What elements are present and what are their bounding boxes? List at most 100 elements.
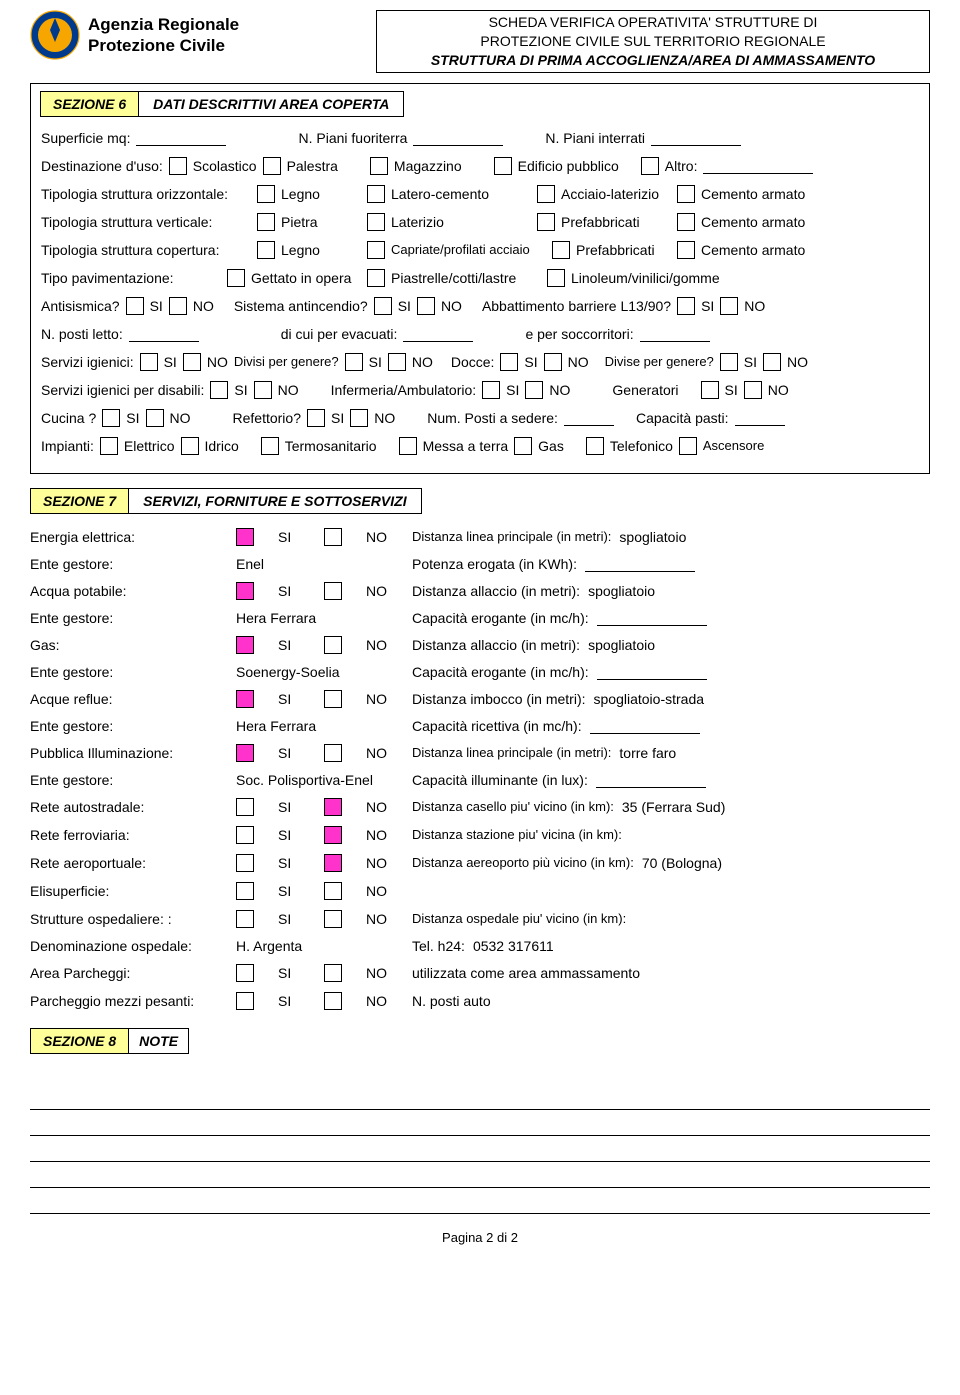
sec7-checkbox-si[interactable] <box>236 992 254 1010</box>
checkbox-altro[interactable] <box>641 157 659 175</box>
field-superficie[interactable] <box>136 130 226 146</box>
checkbox-palestra[interactable] <box>263 157 281 175</box>
sec7-checkbox-si[interactable] <box>236 964 254 982</box>
checkbox-oriz-acciaio[interactable] <box>537 185 555 203</box>
checkbox-vert-prefab[interactable] <box>537 213 555 231</box>
checkbox-divisi-no[interactable] <box>388 353 406 371</box>
sec7-checkbox-no[interactable] <box>324 964 342 982</box>
checkbox-refet-no[interactable] <box>350 409 368 427</box>
sec7-checkbox-no[interactable] <box>324 528 342 546</box>
sec7-checkbox-no[interactable] <box>324 582 342 600</box>
field-posti-letto[interactable] <box>129 326 199 342</box>
checkbox-divise-si[interactable] <box>720 353 738 371</box>
sec7-right-field[interactable] <box>597 664 707 680</box>
checkbox-cucina-si[interactable] <box>102 409 120 427</box>
checkbox-divisi-si[interactable] <box>345 353 363 371</box>
checkbox-vert-laterizio[interactable] <box>367 213 385 231</box>
checkbox-servig-no[interactable] <box>183 353 201 371</box>
checkbox-antinc-si[interactable] <box>374 297 392 315</box>
checkbox-vert-cemento[interactable] <box>677 213 695 231</box>
note-line[interactable] <box>30 1136 930 1162</box>
field-posti-sedere[interactable] <box>564 410 614 426</box>
checkbox-cop-capriate[interactable] <box>367 241 385 259</box>
sec7-checkbox-si[interactable] <box>236 882 254 900</box>
note-line[interactable] <box>30 1110 930 1136</box>
checkbox-servig-si[interactable] <box>140 353 158 371</box>
field-altro[interactable] <box>703 158 813 174</box>
document-title: SCHEDA VERIFICA OPERATIVITA' STRUTTURE D… <box>376 10 930 73</box>
label-si: SI <box>331 407 344 429</box>
checkbox-impianti-termo[interactable] <box>261 437 279 455</box>
checkbox-gen-si[interactable] <box>701 381 719 399</box>
sec7-checkbox-no[interactable] <box>324 854 342 872</box>
sec7-checkbox-si[interactable] <box>236 744 254 762</box>
checkbox-impianti-tel[interactable] <box>586 437 604 455</box>
checkbox-pav-piastrelle[interactable] <box>367 269 385 287</box>
sec7-right-field[interactable] <box>597 610 707 626</box>
title-line3: STRUTTURA DI PRIMA ACCOGLIENZA/AREA DI A… <box>387 51 919 70</box>
checkbox-cop-legno[interactable] <box>257 241 275 259</box>
checkbox-antisismica-si[interactable] <box>126 297 144 315</box>
checkbox-cop-prefab[interactable] <box>552 241 570 259</box>
sec7-checkbox-si[interactable] <box>236 528 254 546</box>
field-cap-pasti[interactable] <box>735 410 785 426</box>
sec7-checkbox-no[interactable] <box>324 744 342 762</box>
checkbox-impianti-messa[interactable] <box>399 437 417 455</box>
checkbox-oriz-latero[interactable] <box>367 185 385 203</box>
field-piani-fuoriterra[interactable] <box>413 130 503 146</box>
checkbox-cucina-no[interactable] <box>146 409 164 427</box>
sec7-checkbox-no[interactable] <box>324 826 342 844</box>
checkbox-abbatt-si[interactable] <box>677 297 695 315</box>
checkbox-pav-linoleum[interactable] <box>547 269 565 287</box>
checkbox-docce-si[interactable] <box>500 353 518 371</box>
sec7-checkbox-si[interactable] <box>236 798 254 816</box>
sec7-checkbox-si[interactable] <box>236 582 254 600</box>
checkbox-pav-gettato[interactable] <box>227 269 245 287</box>
checkbox-oriz-cemento[interactable] <box>677 185 695 203</box>
field-soccorritori[interactable] <box>640 326 710 342</box>
sec7-right-field[interactable] <box>596 772 706 788</box>
checkbox-abbatt-no[interactable] <box>720 297 738 315</box>
checkbox-inferm-no[interactable] <box>525 381 543 399</box>
sec7-checkbox-no[interactable] <box>324 910 342 928</box>
sec7-checkbox-no[interactable] <box>324 636 342 654</box>
sec7-checkbox-si[interactable] <box>236 636 254 654</box>
sec7-checkbox-si[interactable] <box>236 910 254 928</box>
checkbox-impianti-elettrico[interactable] <box>100 437 118 455</box>
note-line[interactable] <box>30 1162 930 1188</box>
checkbox-refet-si[interactable] <box>307 409 325 427</box>
checkbox-impianti-asc[interactable] <box>679 437 697 455</box>
checkbox-impianti-idrico[interactable] <box>181 437 199 455</box>
checkbox-oriz-legno[interactable] <box>257 185 275 203</box>
checkbox-cop-cemento[interactable] <box>677 241 695 259</box>
label-no: NO <box>787 351 808 373</box>
checkbox-impianti-gas[interactable] <box>514 437 532 455</box>
sec7-checkbox-no[interactable] <box>324 992 342 1010</box>
field-evacuati[interactable] <box>403 326 473 342</box>
checkbox-gen-no[interactable] <box>744 381 762 399</box>
checkbox-inferm-si[interactable] <box>482 381 500 399</box>
note-line[interactable] <box>30 1188 930 1214</box>
checkbox-scolastico[interactable] <box>169 157 187 175</box>
sec7-checkbox-si[interactable] <box>236 826 254 844</box>
checkbox-antisismica-no[interactable] <box>169 297 187 315</box>
checkbox-antinc-no[interactable] <box>417 297 435 315</box>
checkbox-servigdis-si[interactable] <box>210 381 228 399</box>
label-no: NO <box>193 295 214 317</box>
sec7-right-field[interactable] <box>585 556 695 572</box>
label-no: NO <box>374 407 395 429</box>
sec7-checkbox-si[interactable] <box>236 690 254 708</box>
checkbox-servigdis-no[interactable] <box>254 381 272 399</box>
sec7-checkbox-no[interactable] <box>324 882 342 900</box>
checkbox-docce-no[interactable] <box>544 353 562 371</box>
note-line[interactable] <box>30 1084 930 1110</box>
sec7-checkbox-si[interactable] <box>236 854 254 872</box>
sec7-right-field[interactable] <box>590 718 700 734</box>
sec7-checkbox-no[interactable] <box>324 690 342 708</box>
checkbox-divise-no[interactable] <box>763 353 781 371</box>
sec7-checkbox-no[interactable] <box>324 798 342 816</box>
field-piani-interrati[interactable] <box>651 130 741 146</box>
checkbox-edificio-pubblico[interactable] <box>494 157 512 175</box>
checkbox-vert-pietra[interactable] <box>257 213 275 231</box>
checkbox-magazzino[interactable] <box>370 157 388 175</box>
